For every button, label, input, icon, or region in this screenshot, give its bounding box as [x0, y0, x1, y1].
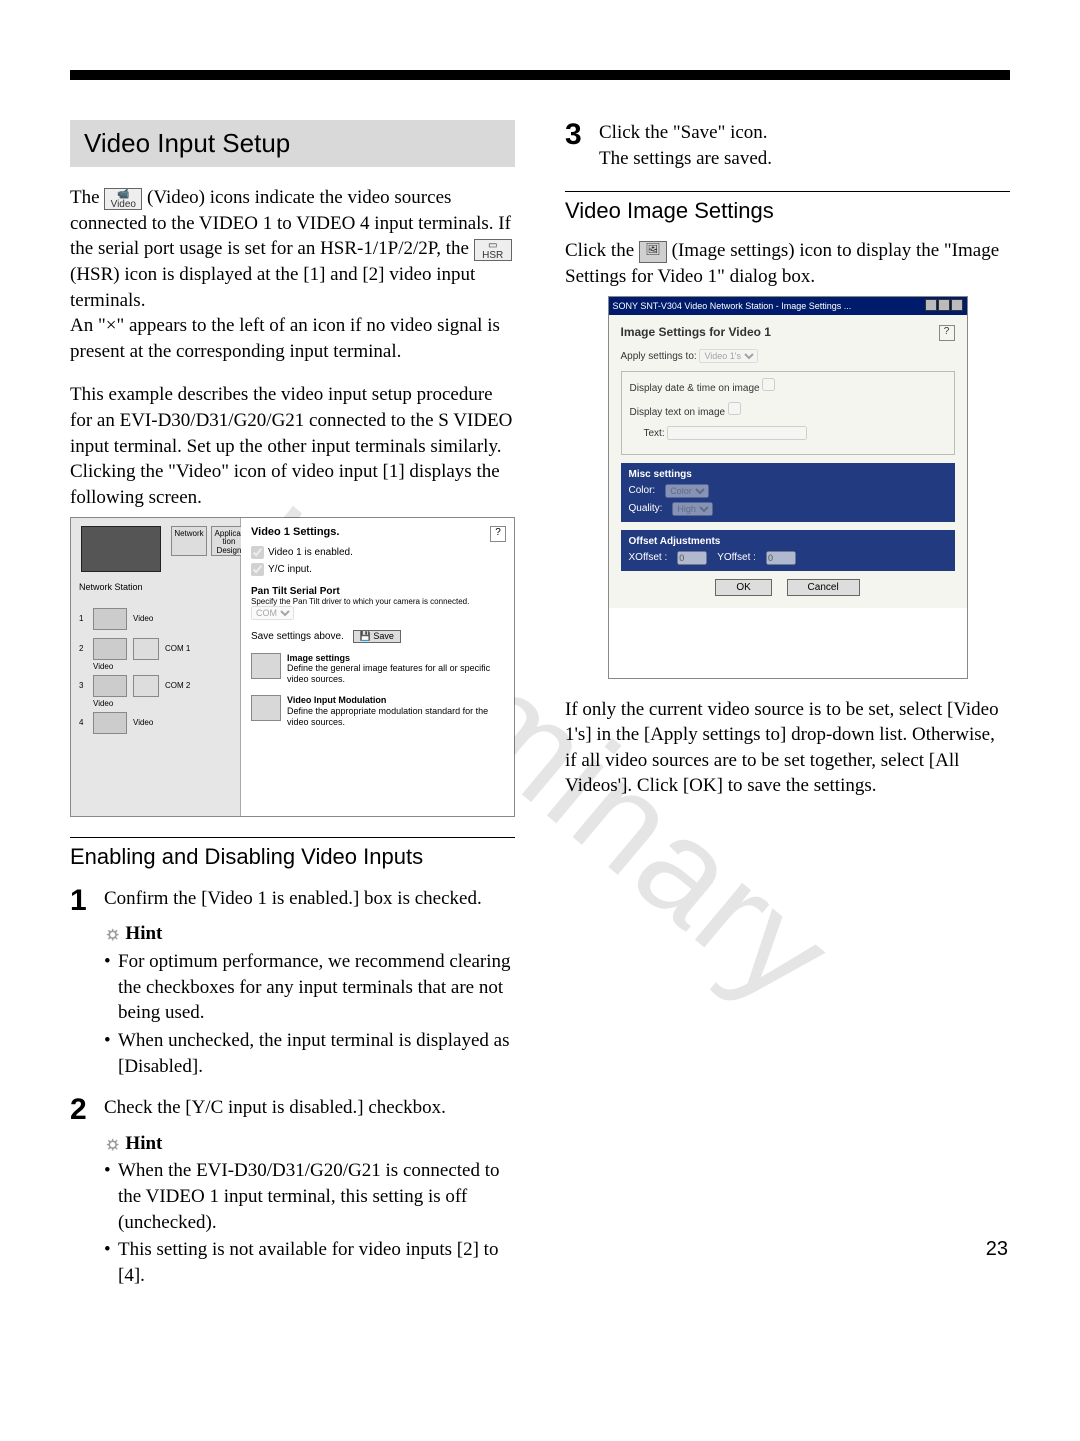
mock1-title: Video 1 Settings.	[251, 526, 504, 538]
close-icon	[951, 299, 963, 311]
hsr-icon: HSR	[474, 239, 512, 261]
dialog-title: SONY SNT-V304 Video Network Station - Im…	[613, 301, 852, 311]
hint-label-2: Hint	[104, 1131, 515, 1157]
min-icon	[925, 299, 937, 311]
step-num-1: 1	[70, 886, 104, 1079]
chk-enabled: Video 1 is enabled.	[251, 546, 504, 559]
step-1: 1 Confirm the [Video 1 is enabled.] box …	[70, 886, 515, 1079]
step3-text: Click the "Save" icon.	[599, 122, 768, 143]
right-intro: Click the (Image settings) icon to displ…	[565, 238, 1010, 289]
display-group: Display date & time on image Display tex…	[621, 371, 955, 455]
offset-group: Offset Adjustments XOffset : YOffset :	[621, 530, 955, 571]
help-icon: ?	[490, 526, 506, 542]
ptsp-select: COM	[251, 606, 294, 620]
cam3-lbl: Video	[93, 699, 190, 708]
right-column: 3 Click the "Save" icon. The settings ar…	[565, 120, 1010, 1289]
subsection-enable-disable: Enabling and Disabling Video Inputs	[70, 837, 515, 870]
step-num-2: 2	[70, 1095, 104, 1288]
dialog-heading: Image Settings for Video 1	[621, 325, 955, 339]
image-settings-inline-icon	[639, 241, 667, 263]
step1-text: Confirm the [Video 1 is enabled.] box is…	[104, 888, 482, 909]
step1-hint1: For optimum performance, we recommend cl…	[104, 949, 515, 1026]
apply-row: Apply settings to: Video 1's	[621, 349, 955, 363]
network-station-label: Network Station	[79, 582, 143, 592]
intro-para-4: Clicking the "Video" icon of video input…	[70, 459, 515, 510]
cam2-lbl: Video	[93, 662, 190, 671]
step2-hint2: This setting is not available for video …	[104, 1237, 515, 1288]
card-image-settings: Image settingsDefine the general image f…	[251, 653, 504, 685]
image-settings-icon	[251, 653, 281, 679]
save-row: Save settings above. 💾 Save	[251, 630, 504, 643]
page-number: 23	[986, 1238, 1008, 1261]
intro-para-3: This example describes the video input s…	[70, 382, 515, 459]
dialog-buttons: OK Cancel	[621, 579, 955, 596]
network-icon: Network	[171, 526, 207, 556]
cam-row-3: 3COM 2	[79, 675, 190, 697]
step2-hint1: When the EVI-D30/D31/G20/G21 is connecte…	[104, 1158, 515, 1235]
ptsp-group: Pan Tilt Serial Port Specify the Pan Til…	[251, 586, 504, 620]
save-button-mock: 💾 Save	[353, 630, 401, 643]
mock1-main: ? Video 1 Settings. Video 1 is enabled. …	[241, 518, 514, 816]
intro1a: The	[70, 187, 104, 208]
apply-select: Video 1's	[699, 349, 758, 363]
step-3: 3 Click the "Save" icon. The settings ar…	[565, 120, 1010, 171]
window-controls	[924, 299, 963, 313]
cancel-button: Cancel	[787, 579, 860, 596]
mock1-sidebar: Network Applica-tion Design Network Stat…	[71, 518, 241, 816]
video-icon: Video	[104, 188, 142, 210]
intro1c: (HSR) icon is displayed at the [1] and […	[70, 264, 475, 311]
step-num-3: 3	[565, 120, 599, 171]
hint-label-1: Hint	[104, 921, 515, 947]
top-rule	[70, 70, 1010, 80]
dialog-titlebar: SONY SNT-V304 Video Network Station - Im…	[609, 297, 967, 315]
cam-row-4: 4Video	[79, 712, 190, 734]
section-title: Video Input Setup	[70, 120, 515, 167]
card-modulation: Video Input ModulationDefine the appropr…	[251, 695, 504, 727]
step3-text2: The settings are saved.	[599, 148, 772, 169]
mock1-thumbnail	[81, 526, 161, 572]
intro-para-2: An "×" appears to the left of an icon if…	[70, 313, 515, 364]
subsection-image-settings: Video Image Settings	[565, 191, 1010, 224]
chk-yc: Y/C input.	[251, 563, 504, 576]
misc-group: Misc settings Color: Color Quality: High	[621, 463, 955, 522]
ok-button: OK	[715, 579, 771, 596]
step1-hint2: When unchecked, the input terminal is di…	[104, 1028, 515, 1079]
max-icon	[938, 299, 950, 311]
step-2: 2 Check the [Y/C input is disabled.] che…	[70, 1095, 515, 1288]
left-column: Video Input Setup The Video (Video) icon…	[70, 120, 515, 1289]
cam-row-2: 2COM 1	[79, 638, 190, 660]
cam-row-1: 1Video	[79, 608, 190, 630]
modulation-icon	[251, 695, 281, 721]
image-settings-dialog: SONY SNT-V304 Video Network Station - Im…	[608, 296, 968, 679]
video-settings-screenshot: Network Applica-tion Design Network Stat…	[70, 517, 515, 817]
step2-text: Check the [Y/C input is disabled.] check…	[104, 1097, 446, 1118]
dialog-help-icon: ?	[939, 325, 955, 341]
intro-para-1: The Video (Video) icons indicate the vid…	[70, 185, 515, 313]
right-intro-a: Click the	[565, 240, 639, 261]
right-outro: If only the current video source is to b…	[565, 697, 1010, 800]
